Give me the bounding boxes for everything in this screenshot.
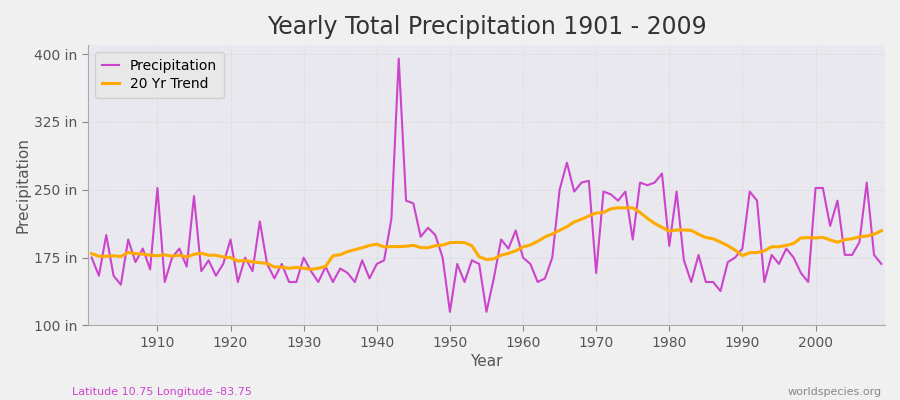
Precipitation xyxy=(393,56,404,61)
Precipitation xyxy=(525,262,535,266)
Text: Latitude 10.75 Longitude -83.75: Latitude 10.75 Longitude -83.75 xyxy=(72,387,252,397)
Precipitation xyxy=(145,267,156,272)
Line: 20 Yr Trend: 20 Yr Trend xyxy=(92,208,881,270)
Title: Yearly Total Precipitation 1901 - 2009: Yearly Total Precipitation 1901 - 2009 xyxy=(266,15,706,39)
Line: Precipitation: Precipitation xyxy=(92,59,881,312)
20 Yr Trend xyxy=(145,253,156,258)
20 Yr Trend xyxy=(306,267,317,272)
20 Yr Trend xyxy=(86,251,97,256)
Precipitation xyxy=(86,255,97,260)
Precipitation xyxy=(532,280,543,284)
Precipitation xyxy=(306,269,317,274)
20 Yr Trend xyxy=(313,266,324,271)
Text: worldspecies.org: worldspecies.org xyxy=(788,387,882,397)
Y-axis label: Precipitation: Precipitation xyxy=(15,137,30,233)
X-axis label: Year: Year xyxy=(470,354,503,369)
20 Yr Trend xyxy=(620,206,631,210)
Legend: Precipitation, 20 Yr Trend: Precipitation, 20 Yr Trend xyxy=(94,52,224,98)
20 Yr Trend xyxy=(525,242,535,247)
20 Yr Trend xyxy=(356,245,367,250)
Precipitation xyxy=(876,262,886,266)
Precipitation xyxy=(620,189,631,194)
20 Yr Trend xyxy=(876,228,886,233)
Precipitation xyxy=(445,310,455,314)
Precipitation xyxy=(349,280,360,284)
20 Yr Trend xyxy=(518,244,528,249)
20 Yr Trend xyxy=(613,205,624,210)
